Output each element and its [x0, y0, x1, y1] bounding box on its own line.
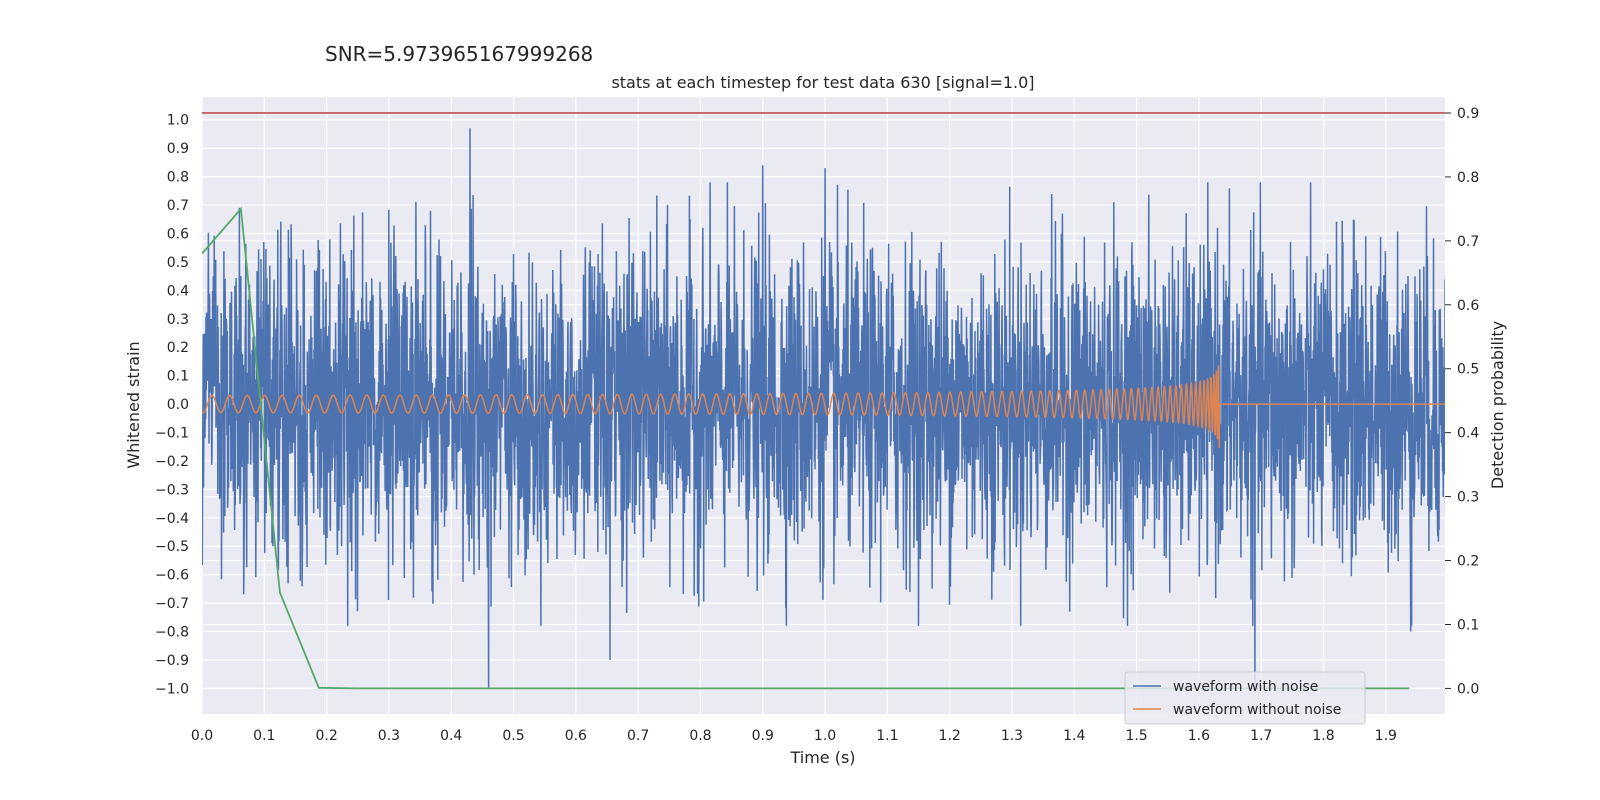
y-tick-label: 0.3 — [167, 312, 189, 328]
x-tick-label: 0.9 — [752, 728, 774, 744]
legend-box — [1124, 671, 1366, 725]
x-tick-label: 0.8 — [689, 728, 711, 744]
x-tick-label: 1.2 — [939, 728, 961, 744]
y-tick-label: 0.1 — [167, 369, 189, 385]
x-tick-label: 0.4 — [440, 728, 462, 744]
y-tick-label: 0.8 — [167, 170, 189, 186]
y-tick-label: −1.0 — [155, 681, 189, 697]
y-axis-label: Whitened strain — [124, 341, 143, 468]
x-tick-label: 0.3 — [378, 728, 400, 744]
y-tick-label: 0.7 — [167, 198, 189, 214]
y-tick-label: −0.2 — [155, 454, 189, 470]
y-right-tick-label: 0.7 — [1457, 234, 1479, 250]
y-tick-label: 0.5 — [167, 255, 189, 271]
x-tick-label: 0.5 — [502, 728, 524, 744]
y-tick-label: 0.0 — [167, 397, 189, 413]
y-tick-label: −0.7 — [155, 596, 189, 612]
x-tick-label: 0.0 — [191, 728, 213, 744]
x-tick-label: 1.7 — [1250, 728, 1272, 744]
x-tick-label: 0.6 — [565, 728, 587, 744]
series-line-waveform-with-noise — [202, 128, 1445, 689]
y-right-tick-label: 0.1 — [1457, 617, 1479, 633]
y-right-tick-label: 0.5 — [1457, 362, 1479, 378]
y-tick-label: −0.6 — [155, 568, 189, 584]
chart-title: stats at each timestep for test data 630… — [611, 73, 1034, 92]
y-tick-label: 1.0 — [167, 113, 189, 129]
y-right-axis-ticks: 0.9 0.8 0.7 0.6 0.5 0.4 0.3 0.2 0.1 0.0 — [1445, 106, 1479, 697]
x-axis-ticks: 0.0 0.1 0.2 0.3 0.4 0.5 0.6 0.7 0.8 0.9 1.0 1.1 1.2 1… — [191, 728, 1397, 744]
y-right-tick-label: 0.8 — [1457, 170, 1479, 186]
x-tick-label: 1.1 — [876, 728, 898, 744]
y-tick-label: −0.1 — [155, 426, 189, 442]
x-tick-label: 1.6 — [1188, 728, 1210, 744]
x-tick-label: 1.4 — [1063, 728, 1085, 744]
y-tick-label: 0.6 — [167, 226, 189, 242]
x-tick-label: 0.2 — [315, 728, 337, 744]
x-tick-label: 0.7 — [627, 728, 649, 744]
x-tick-label: 1.5 — [1125, 728, 1147, 744]
x-tick-label: 0.1 — [253, 728, 275, 744]
y-right-tick-label: 0.3 — [1457, 490, 1479, 506]
y-tick-label: −0.3 — [155, 482, 189, 498]
x-tick-label: 1.3 — [1001, 728, 1023, 744]
y-right-tick-label: 0.9 — [1457, 106, 1479, 122]
legend-label-noise: waveform with noise — [1173, 679, 1318, 695]
legend-label-clean: waveform without noise — [1173, 702, 1341, 718]
y-right-tick-label: 0.4 — [1457, 426, 1479, 442]
legend: waveform with noise waveform without noi… — [1124, 671, 1366, 725]
y-tick-label: −0.4 — [155, 511, 189, 527]
x-tick-label: 1.0 — [814, 728, 836, 744]
series-line-waveform-without-noise — [202, 365, 1445, 449]
x-axis-label: Time (s) — [789, 748, 855, 767]
y-tick-label: 0.9 — [167, 141, 189, 157]
y-right-tick-label: 0.0 — [1457, 681, 1479, 697]
chart-suptitle: SNR=5.973965167999268 — [325, 42, 593, 66]
y-tick-label: −0.5 — [155, 539, 189, 555]
y-tick-label: −0.8 — [155, 625, 189, 641]
y-right-tick-label: 0.2 — [1457, 554, 1479, 570]
x-tick-label: 1.8 — [1312, 728, 1334, 744]
y-right-tick-label: 0.6 — [1457, 298, 1479, 314]
y-right-axis-label: Detection probability — [1488, 321, 1507, 489]
y-tick-label: 0.2 — [167, 340, 189, 356]
y-axis-ticks: 1.0 0.9 0.8 0.7 0.6 0.5 0.4 0.3 0.2 0.1 0.0 −0.1 −0.… — [155, 113, 189, 698]
x-tick-label: 1.9 — [1375, 728, 1397, 744]
y-tick-label: 0.4 — [167, 283, 189, 299]
y-tick-label: −0.9 — [155, 653, 189, 669]
